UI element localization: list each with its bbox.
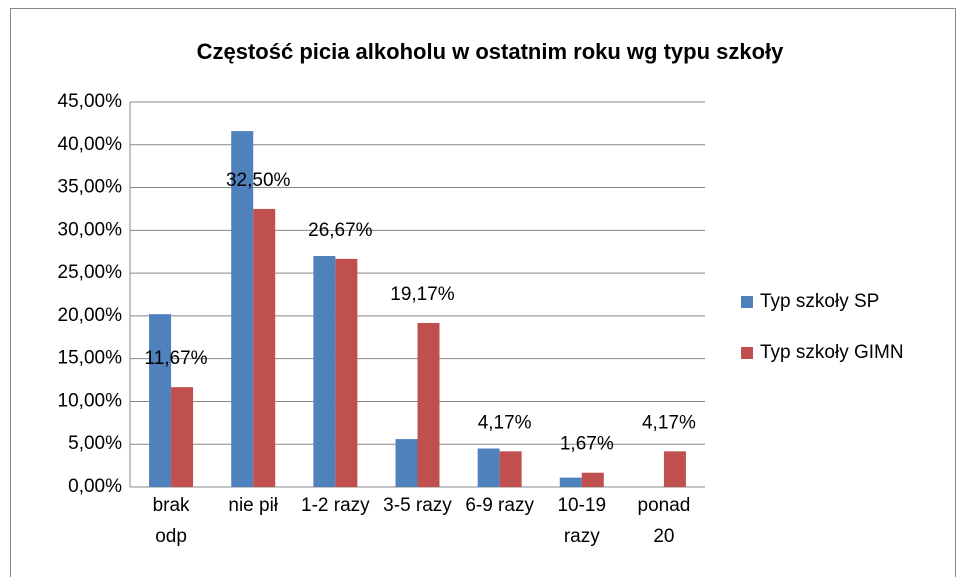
data-label: 19,17% — [390, 284, 455, 305]
bar — [663, 451, 686, 487]
y-tick-label: 40,00% — [58, 134, 123, 155]
x-tick-label: 3-5 razy — [383, 495, 452, 516]
chart-frame — [10, 8, 956, 577]
legend-swatch — [741, 296, 753, 308]
data-label: 1,67% — [560, 434, 614, 455]
x-tick-label: 6-9 razy — [465, 495, 534, 516]
x-tick-label: ponad 20 — [637, 495, 691, 547]
bar — [581, 472, 604, 487]
bar — [559, 477, 582, 487]
y-tick-label: 5,00% — [68, 433, 122, 454]
legend-swatch — [741, 347, 753, 359]
bar — [395, 439, 418, 487]
y-tick-label: 30,00% — [58, 219, 123, 240]
x-tick-label: 1-2 razy — [301, 495, 370, 516]
data-label: 4,17% — [642, 412, 696, 433]
legend-label: Typ szkoły GIMN — [760, 342, 904, 363]
chart-title: Częstość picia alkoholu w ostatnim roku … — [197, 39, 785, 64]
y-tick-label: 15,00% — [58, 348, 123, 369]
data-label: 11,67% — [145, 348, 208, 369]
bar — [313, 256, 336, 487]
y-tick-label: 45,00% — [58, 91, 123, 112]
bar — [477, 448, 500, 487]
bar — [417, 322, 440, 487]
y-tick-label: 0,00% — [68, 476, 122, 497]
legend-label: Typ szkoły SP — [760, 291, 879, 312]
bar — [253, 208, 276, 487]
bar — [335, 258, 358, 487]
bar — [231, 131, 254, 488]
bar — [149, 314, 172, 487]
bar — [499, 451, 522, 487]
x-tick-label: brak odp — [152, 495, 190, 547]
bar — [171, 387, 194, 487]
x-tick-label: 10-19 razy — [557, 495, 607, 547]
y-tick-label: 35,00% — [58, 177, 123, 198]
data-label: 26,67% — [308, 220, 373, 241]
y-tick-label: 10,00% — [58, 390, 123, 411]
data-label: 32,50% — [226, 170, 291, 191]
x-tick-label: nie pił — [228, 495, 279, 516]
data-label: 4,17% — [478, 412, 532, 433]
y-tick-label: 25,00% — [58, 262, 123, 283]
y-tick-label: 20,00% — [58, 305, 123, 326]
